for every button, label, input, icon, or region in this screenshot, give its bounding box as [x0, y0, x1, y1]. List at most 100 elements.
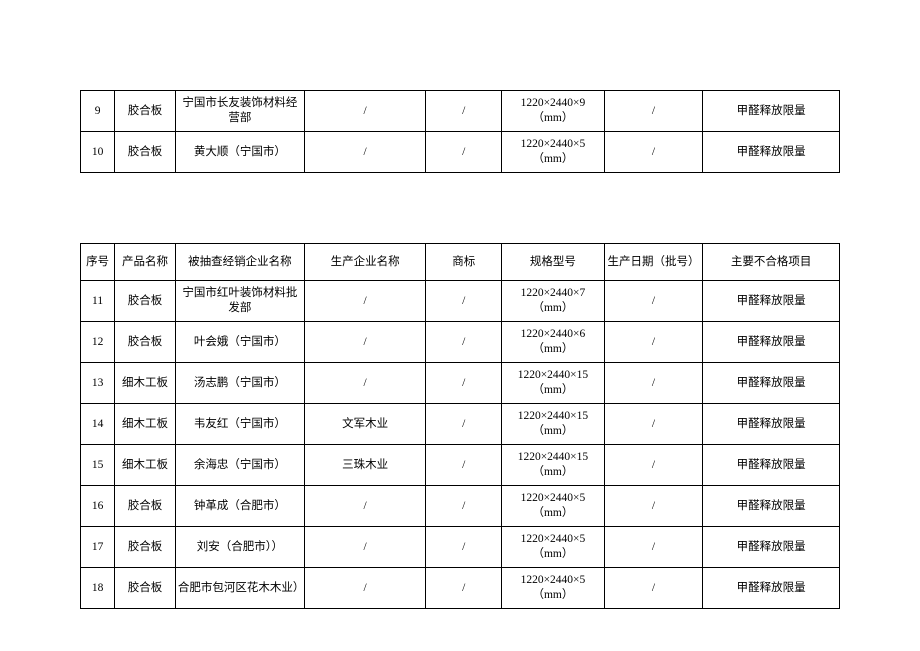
cell-vendor: 宁国市长友装饰材料经营部 — [175, 91, 304, 132]
table-spacer — [80, 173, 840, 243]
cell-product: 胶合板 — [115, 91, 176, 132]
cell-fail: 甲醛释放限量 — [703, 486, 840, 527]
cell-fail: 甲醛释放限量 — [703, 404, 840, 445]
cell-vendor: 合肥市包河区花木木业） — [175, 568, 304, 609]
table2-header-row: 序号 产品名称 被抽查经销企业名称 生产企业名称 商标 规格型号 生产日期（批号… — [81, 244, 840, 281]
cell-producer: / — [304, 568, 425, 609]
cell-spec: 1220×2440×5（mm） — [502, 568, 604, 609]
cell-product: 胶合板 — [115, 527, 176, 568]
table-row: 12胶合板叶会娥（宁国市）//1220×2440×6（mm）/甲醛释放限量 — [81, 322, 840, 363]
cell-brand: / — [426, 322, 502, 363]
cell-date: / — [604, 322, 703, 363]
cell-fail: 甲醛释放限量 — [703, 527, 840, 568]
cell-fail: 甲醛释放限量 — [703, 281, 840, 322]
cell-spec: 1220×2440×5（mm） — [502, 486, 604, 527]
cell-brand: / — [426, 132, 502, 173]
cell-producer: 文军木业 — [304, 404, 425, 445]
cell-product: 胶合板 — [115, 132, 176, 173]
table-row: 9胶合板宁国市长友装饰材料经营部//1220×2440×9（mm）/甲醛释放限量 — [81, 91, 840, 132]
cell-spec: 1220×2440×15（mm） — [502, 404, 604, 445]
inspection-table-2: 序号 产品名称 被抽查经销企业名称 生产企业名称 商标 规格型号 生产日期（批号… — [80, 243, 840, 609]
cell-vendor: 黄大顺（宁国市） — [175, 132, 304, 173]
table-row: 16胶合板钟革成（合肥市）//1220×2440×5（mm）/甲醛释放限量 — [81, 486, 840, 527]
cell-producer: / — [304, 132, 425, 173]
cell-fail: 甲醛释放限量 — [703, 132, 840, 173]
cell-spec: 1220×2440×6（mm） — [502, 322, 604, 363]
cell-brand: / — [426, 445, 502, 486]
cell-fail: 甲醛释放限量 — [703, 91, 840, 132]
cell-brand: / — [426, 486, 502, 527]
table-row: 18胶合板合肥市包河区花木木业）//1220×2440×5（mm）/甲醛释放限量 — [81, 568, 840, 609]
table-row: 13细木工板汤志鹏（宁国市）//1220×2440×15（mm）/甲醛释放限量 — [81, 363, 840, 404]
table-row: 14细木工板韦友红（宁国市）文军木业/1220×2440×15（mm）/甲醛释放… — [81, 404, 840, 445]
cell-seq: 12 — [81, 322, 115, 363]
cell-producer: / — [304, 486, 425, 527]
cell-date: / — [604, 404, 703, 445]
header-vendor: 被抽查经销企业名称 — [175, 244, 304, 281]
header-brand: 商标 — [426, 244, 502, 281]
header-spec: 规格型号 — [502, 244, 604, 281]
cell-producer: / — [304, 322, 425, 363]
cell-vendor: 汤志鹏（宁国市） — [175, 363, 304, 404]
cell-date: / — [604, 445, 703, 486]
cell-product: 细木工板 — [115, 404, 176, 445]
cell-date: / — [604, 568, 703, 609]
cell-brand: / — [426, 568, 502, 609]
cell-brand: / — [426, 91, 502, 132]
cell-producer: / — [304, 91, 425, 132]
header-fail: 主要不合格项目 — [703, 244, 840, 281]
header-date: 生产日期（批号） — [604, 244, 703, 281]
cell-seq: 13 — [81, 363, 115, 404]
cell-fail: 甲醛释放限量 — [703, 568, 840, 609]
cell-spec: 1220×2440×5（mm） — [502, 132, 604, 173]
table-row: 17胶合板刘安（合肥市））//1220×2440×5（mm）/甲醛释放限量 — [81, 527, 840, 568]
cell-seq: 9 — [81, 91, 115, 132]
header-product: 产品名称 — [115, 244, 176, 281]
cell-product: 胶合板 — [115, 281, 176, 322]
cell-vendor: 韦友红（宁国市） — [175, 404, 304, 445]
cell-fail: 甲醛释放限量 — [703, 363, 840, 404]
header-producer: 生产企业名称 — [304, 244, 425, 281]
cell-product: 胶合板 — [115, 568, 176, 609]
cell-seq: 16 — [81, 486, 115, 527]
cell-fail: 甲醛释放限量 — [703, 445, 840, 486]
cell-date: / — [604, 486, 703, 527]
cell-vendor: 叶会娥（宁国市） — [175, 322, 304, 363]
cell-seq: 15 — [81, 445, 115, 486]
table-row: 15细木工板余海忠（宁国市）三珠木业/1220×2440×15（mm）/甲醛释放… — [81, 445, 840, 486]
cell-vendor: 宁国市红叶装饰材料批发部 — [175, 281, 304, 322]
cell-date: / — [604, 363, 703, 404]
table2-body: 11胶合板宁国市红叶装饰材料批发部//1220×2440×7（mm）/甲醛释放限… — [81, 281, 840, 609]
cell-producer: 三珠木业 — [304, 445, 425, 486]
cell-date: / — [604, 132, 703, 173]
cell-vendor: 刘安（合肥市）） — [175, 527, 304, 568]
cell-spec: 1220×2440×15（mm） — [502, 363, 604, 404]
cell-seq: 11 — [81, 281, 115, 322]
cell-producer: / — [304, 527, 425, 568]
inspection-table-1: 9胶合板宁国市长友装饰材料经营部//1220×2440×9（mm）/甲醛释放限量… — [80, 90, 840, 173]
cell-spec: 1220×2440×9（mm） — [502, 91, 604, 132]
cell-seq: 18 — [81, 568, 115, 609]
table1-body: 9胶合板宁国市长友装饰材料经营部//1220×2440×9（mm）/甲醛释放限量… — [81, 91, 840, 173]
cell-seq: 10 — [81, 132, 115, 173]
cell-seq: 17 — [81, 527, 115, 568]
cell-vendor: 余海忠（宁国市） — [175, 445, 304, 486]
cell-producer: / — [304, 281, 425, 322]
cell-product: 胶合板 — [115, 322, 176, 363]
cell-product: 细木工板 — [115, 363, 176, 404]
cell-product: 胶合板 — [115, 486, 176, 527]
cell-date: / — [604, 91, 703, 132]
cell-brand: / — [426, 527, 502, 568]
cell-date: / — [604, 527, 703, 568]
cell-spec: 1220×2440×15（mm） — [502, 445, 604, 486]
cell-vendor: 钟革成（合肥市） — [175, 486, 304, 527]
cell-date: / — [604, 281, 703, 322]
cell-spec: 1220×2440×7（mm） — [502, 281, 604, 322]
cell-fail: 甲醛释放限量 — [703, 322, 840, 363]
cell-brand: / — [426, 363, 502, 404]
cell-product: 细木工板 — [115, 445, 176, 486]
cell-producer: / — [304, 363, 425, 404]
table-row: 11胶合板宁国市红叶装饰材料批发部//1220×2440×7（mm）/甲醛释放限… — [81, 281, 840, 322]
header-seq: 序号 — [81, 244, 115, 281]
cell-brand: / — [426, 281, 502, 322]
